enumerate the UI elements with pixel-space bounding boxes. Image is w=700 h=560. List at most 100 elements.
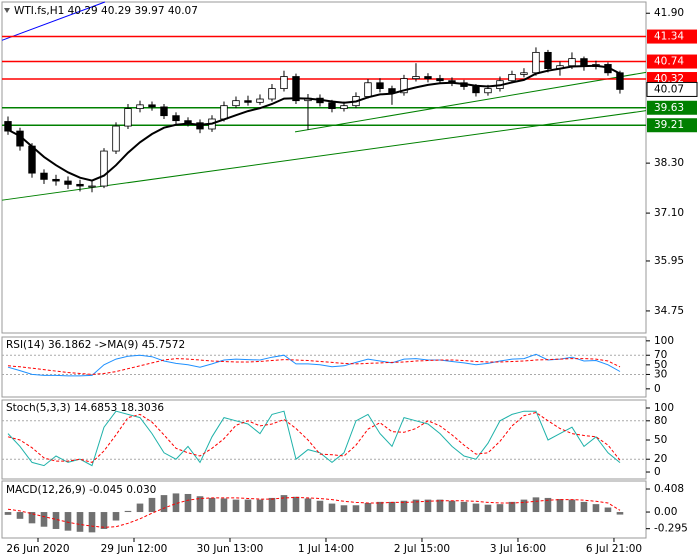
candle-body [520,72,528,75]
y-tick-label: 0.00 [654,506,677,518]
candle-body [568,58,576,67]
macd-bar [448,500,456,513]
y-tick-label: 0 [654,466,661,478]
candle-body [280,76,288,90]
macd-bar [484,504,492,513]
macd-bar [580,501,588,513]
signal-line [7,496,621,528]
candle-body [544,51,552,70]
y-tick-label: 0.408 [654,483,684,495]
macd-bar [556,499,564,513]
candle-body [436,78,444,82]
macd-bar [100,512,108,529]
level-label: 40.74 [654,56,684,68]
price-label-box [646,81,698,97]
macd-bar [304,498,312,513]
macd-bar [208,497,216,513]
macd-bar [520,499,528,513]
panel-frame [1,336,647,398]
macd-bar [292,496,300,513]
panel-title: Stoch(5,3,3) 14.6853 18.3036 [6,402,164,414]
x-tick-label: 3 Jul 16:00 [490,543,546,555]
macd-bar [4,512,12,515]
level-label: 39.21 [654,119,684,131]
macd-bar [508,501,516,513]
level-label-box [647,54,697,69]
y-tick-label: 37.10 [654,207,684,219]
macd-bar [268,497,276,513]
candle-body [232,100,240,107]
macd-bar [412,499,420,513]
macd-bar [124,510,132,513]
candle-body [100,150,108,187]
macd-bar [460,501,468,513]
symbol-icon [4,8,10,13]
y-tick-label: 34.75 [654,305,684,317]
level-label: 39.63 [654,102,684,114]
x-tick-label: 29 Jun 12:00 [101,543,168,555]
x-tick-label: 1 Jul 14:00 [298,543,354,555]
panel-frame [1,480,647,539]
y-tick-label: 30 [654,368,667,380]
macd-bar [544,497,552,513]
level-label-box [647,100,697,115]
macd-bar [496,504,504,513]
candle-body [88,185,96,188]
macd-bar [112,512,120,521]
macd-bar [424,499,432,513]
x-tick-label: 6 Jul 21:00 [586,543,642,555]
candle-body [472,86,480,94]
macd-bar [76,512,84,532]
macd-bar [184,493,192,513]
candle-body [52,178,60,182]
candle-body [268,88,276,100]
level-label: 41.34 [654,31,684,43]
x-tick-label: 26 Jun 2020 [6,543,69,555]
candle-body [328,102,336,109]
macd-bar [148,497,156,513]
macd-bar [592,504,600,513]
candle-body [424,76,432,80]
macd-bar [316,500,324,513]
macd-bar [616,512,624,515]
y-tick-label: 100 [654,402,674,414]
candle-body [400,78,408,94]
macd-bar [16,512,24,519]
candle-body [532,51,540,74]
candle-body [112,125,120,152]
y-tick-label: 50 [654,434,667,446]
indicator-line [7,410,621,467]
macd-bar [340,505,348,513]
candle-body [292,76,300,102]
candle-body [136,104,144,109]
x-tick-label: 30 Jun 13:00 [197,543,264,555]
trendline [294,71,647,133]
candle-body [484,88,492,94]
macd-bar [40,512,48,527]
candle-body [28,145,36,174]
candle-body [124,108,132,127]
panel-title: RSI(14) 36.1862 ->MA(9) 45.7572 [6,339,185,351]
chart-title: WTI.fs,H1 40.29 40.29 39.97 40.07 [14,5,198,17]
moving-average [7,64,621,182]
macd-bar [244,499,252,513]
macd-bar [232,499,240,513]
candle-body [364,82,372,97]
candle-body [172,115,180,122]
macd-bar [172,493,180,513]
candle-body [244,100,252,103]
y-tick-label: 0 [654,383,661,395]
candle-body [148,104,156,108]
y-tick-label: 50 [654,359,667,371]
macd-bar [136,503,144,513]
candle-body [616,72,624,90]
price-label: 40.07 [654,83,684,95]
indicator-line [7,353,621,377]
panel-frame [1,1,647,334]
candle-body [184,120,192,124]
y-tick-label: 38.30 [654,157,684,169]
candle-body [76,183,84,187]
candle-body [256,98,264,103]
